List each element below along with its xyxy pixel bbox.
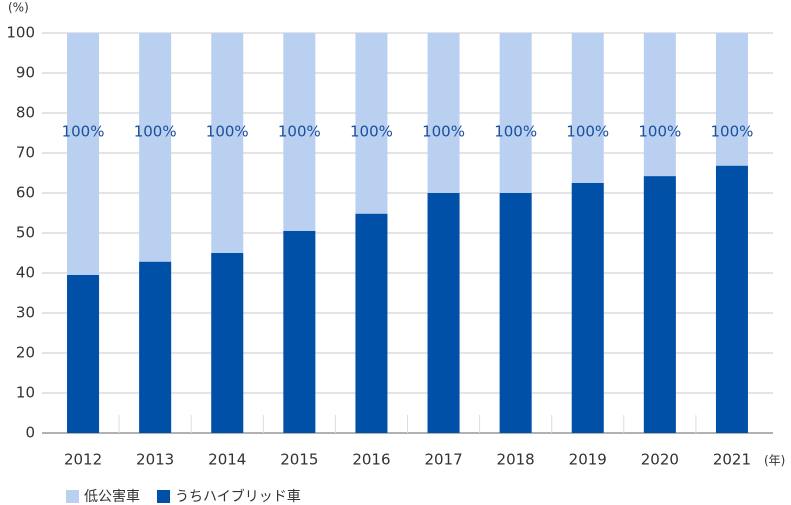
value-label: 100% bbox=[134, 123, 177, 141]
value-label: 100% bbox=[206, 123, 249, 141]
y-tick-label: 40 bbox=[16, 264, 35, 282]
x-tick-label: 2016 bbox=[352, 451, 390, 469]
y-tick-label: 50 bbox=[16, 224, 35, 242]
y-tick-label: 60 bbox=[16, 184, 35, 202]
value-label: 100% bbox=[62, 123, 105, 141]
y-tick-label: 10 bbox=[16, 384, 35, 402]
legend-swatch bbox=[66, 490, 79, 503]
x-tick-label: 2019 bbox=[569, 451, 607, 469]
value-label: 100% bbox=[422, 123, 465, 141]
x-tick-label: 2015 bbox=[280, 451, 318, 469]
y-axis-label: (%) bbox=[8, 1, 29, 15]
value-label: 100% bbox=[638, 123, 681, 141]
value-label: 100% bbox=[350, 123, 393, 141]
y-tick-label: 80 bbox=[16, 104, 35, 122]
y-tick-label: 20 bbox=[16, 344, 35, 362]
legend-label: うちハイブリッド車 bbox=[175, 488, 301, 505]
x-tick-label: 2012 bbox=[64, 451, 102, 469]
y-tick-label: 30 bbox=[16, 304, 35, 322]
value-label: 100% bbox=[278, 123, 321, 141]
legend-swatch bbox=[157, 490, 170, 503]
bar bbox=[139, 261, 172, 433]
y-tick-label: 70 bbox=[16, 144, 35, 162]
legend-label: 低公害車 bbox=[84, 488, 140, 505]
bar bbox=[283, 231, 316, 433]
x-axis-label: (年) bbox=[764, 454, 785, 468]
y-tick-label: 100 bbox=[6, 24, 35, 42]
bar bbox=[643, 176, 676, 433]
x-tick-label: 2018 bbox=[497, 451, 535, 469]
x-tick-label: 2021 bbox=[713, 451, 751, 469]
y-tick-label: 0 bbox=[25, 424, 35, 442]
y-tick-label: 90 bbox=[16, 64, 35, 82]
x-tick-label: 2020 bbox=[641, 451, 679, 469]
value-label: 100% bbox=[566, 123, 609, 141]
bar bbox=[211, 253, 244, 433]
value-label: 100% bbox=[711, 123, 754, 141]
bar bbox=[499, 193, 532, 433]
x-tick-label: 2013 bbox=[136, 451, 174, 469]
bar bbox=[67, 275, 100, 433]
bar bbox=[571, 183, 604, 433]
value-label: 100% bbox=[494, 123, 537, 141]
bar bbox=[355, 213, 388, 433]
bar bbox=[427, 193, 460, 433]
x-tick-label: 2014 bbox=[208, 451, 246, 469]
x-tick-label: 2017 bbox=[424, 451, 462, 469]
bar bbox=[715, 165, 748, 434]
